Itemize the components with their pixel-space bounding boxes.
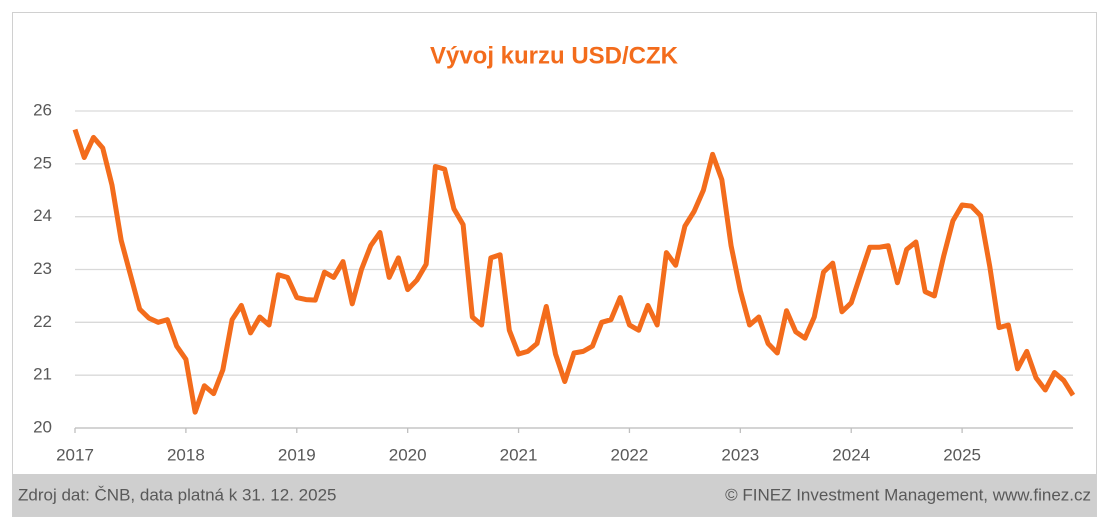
y-tick-label: 22 xyxy=(33,312,52,331)
x-tick-label: 2021 xyxy=(500,445,538,464)
x-tick-label: 2018 xyxy=(167,445,205,464)
footer-bar xyxy=(13,474,1096,516)
x-tick-label: 2020 xyxy=(389,445,427,464)
y-tick-label: 20 xyxy=(33,417,52,436)
y-tick-label: 23 xyxy=(33,259,52,278)
x-tick-label: 2025 xyxy=(943,445,981,464)
y-tick-label: 24 xyxy=(33,206,52,225)
x-tick-label: 2023 xyxy=(721,445,759,464)
x-tick-label: 2017 xyxy=(56,445,94,464)
line xyxy=(72,128,1076,415)
y-tick-label: 21 xyxy=(33,365,52,384)
y-tick-label: 25 xyxy=(33,153,52,172)
x-tick-label: 2019 xyxy=(278,445,316,464)
x-tick-label: 2024 xyxy=(832,445,870,464)
footer-copyright: © FINEZ Investment Management, www.finez… xyxy=(725,485,1091,504)
footer-source: Zdroj dat: ČNB, data platná k 31. 12. 20… xyxy=(18,485,336,504)
chart-title: Vývoj kurzu USD/CZK xyxy=(430,42,679,69)
chart-frame xyxy=(12,12,1097,517)
y-tick-label: 26 xyxy=(33,100,52,119)
x-tick-label: 2022 xyxy=(611,445,649,464)
